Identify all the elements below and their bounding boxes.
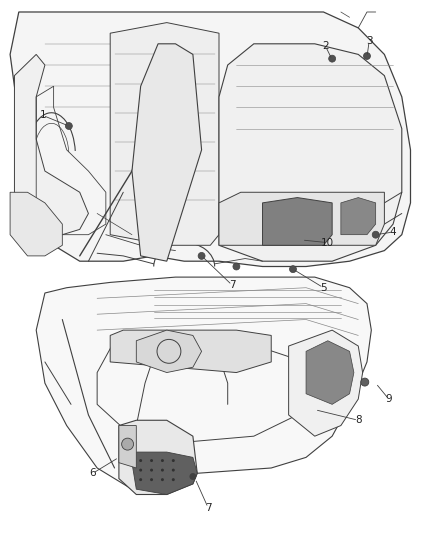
Text: 10: 10	[321, 238, 334, 248]
Polygon shape	[119, 420, 197, 495]
Circle shape	[161, 469, 164, 472]
Polygon shape	[119, 425, 136, 468]
Polygon shape	[262, 198, 332, 245]
Circle shape	[139, 478, 142, 481]
Text: 7: 7	[205, 503, 212, 513]
Polygon shape	[306, 341, 354, 405]
Text: 3: 3	[366, 36, 372, 46]
Polygon shape	[36, 277, 371, 489]
Circle shape	[364, 53, 371, 60]
Polygon shape	[341, 198, 376, 235]
Text: 1: 1	[39, 110, 46, 120]
Text: 5: 5	[320, 282, 327, 293]
Text: 4: 4	[390, 227, 396, 237]
Circle shape	[150, 469, 153, 472]
Text: 2: 2	[322, 42, 329, 52]
Circle shape	[233, 263, 240, 270]
Circle shape	[172, 469, 175, 472]
Text: 6: 6	[89, 469, 96, 478]
Circle shape	[172, 478, 175, 481]
Circle shape	[290, 265, 297, 273]
Polygon shape	[219, 44, 402, 261]
Text: 7: 7	[229, 280, 235, 290]
Polygon shape	[219, 192, 385, 245]
Circle shape	[161, 478, 164, 481]
Text: 9: 9	[385, 394, 392, 404]
Polygon shape	[10, 192, 62, 256]
Circle shape	[122, 438, 134, 450]
Polygon shape	[132, 452, 197, 495]
Circle shape	[190, 473, 196, 480]
Polygon shape	[289, 330, 363, 436]
Circle shape	[172, 459, 175, 462]
Circle shape	[372, 231, 379, 238]
Circle shape	[150, 478, 153, 481]
Polygon shape	[136, 330, 201, 373]
Polygon shape	[132, 44, 201, 261]
Text: 8: 8	[355, 415, 362, 425]
Circle shape	[328, 55, 336, 62]
Circle shape	[150, 459, 153, 462]
Circle shape	[161, 459, 164, 462]
Polygon shape	[110, 330, 271, 373]
Circle shape	[198, 253, 205, 260]
Circle shape	[65, 123, 72, 130]
Circle shape	[361, 378, 369, 386]
Polygon shape	[14, 54, 88, 235]
Circle shape	[139, 459, 142, 462]
Polygon shape	[10, 12, 410, 266]
Polygon shape	[110, 22, 219, 245]
Circle shape	[139, 469, 142, 472]
